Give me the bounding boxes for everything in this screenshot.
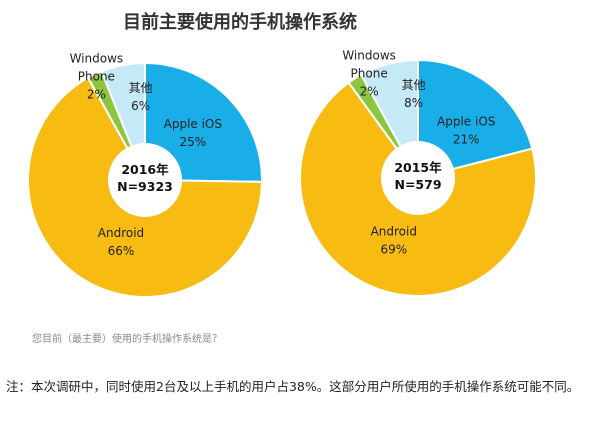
slice-name: Windows: [342, 49, 396, 63]
slice-label-other: 其他 8%: [402, 78, 426, 110]
slice-name: Phone: [351, 67, 388, 81]
pie-slice-ios: [144, 61, 263, 183]
pie-center-label: 2016年 N=9323: [117, 162, 173, 194]
slice-value: 66%: [108, 244, 135, 258]
slice-name: Windows: [70, 52, 124, 66]
slice-name: Apple iOS: [437, 115, 495, 129]
center-sample-size: N=9323: [117, 179, 173, 194]
survey-question: 您目前（最主要）使用的手机操作系统是？: [32, 334, 222, 345]
slice-label-ios: Apple iOS 21%: [437, 115, 495, 147]
slice-label-android: Android 66%: [98, 226, 144, 258]
slice-name: Android: [98, 226, 144, 240]
slice-value: 69%: [380, 243, 407, 257]
center-year: 2016年: [121, 162, 169, 177]
slice-value: 2%: [87, 88, 106, 102]
center-sample-size: N=579: [394, 177, 441, 192]
chart-title: 目前主要使用的手机操作系统: [123, 12, 357, 33]
slice-value: 6%: [131, 99, 150, 113]
center-year: 2015年: [394, 160, 442, 175]
slice-label-windows: Windows Phone 2%: [342, 49, 396, 99]
slice-label-windows: Windows Phone 2%: [70, 52, 124, 102]
slice-label-android: Android 69%: [371, 225, 417, 257]
slice-name: Android: [371, 225, 417, 239]
slice-name: Apple iOS: [164, 117, 222, 131]
slice-name: Phone: [78, 70, 115, 84]
pie-charts: Apple iOS 25% Android 66% Windows Phone 2% 其他 6%…: [27, 49, 537, 298]
pie-center-hole: [381, 141, 455, 215]
footnote: 注：本次调研中，同时使用2台及以上手机的用户占38%。这部分用户所使用的手机操作…: [6, 379, 580, 394]
pie-center-hole: [108, 143, 182, 217]
slice-label-ios: Apple iOS 25%: [164, 117, 222, 149]
slice-name: 其他: [129, 81, 153, 95]
slice-value: 21%: [453, 133, 480, 147]
slice-value: 2%: [360, 85, 379, 99]
slice-name: 其他: [402, 78, 426, 92]
pie-center-label: 2015年 N=579: [394, 160, 442, 192]
pie-chart-0: Apple iOS 25% Android 66% Windows Phone 2% 其他 6%…: [27, 52, 264, 298]
pie-slice-ios: [417, 58, 534, 180]
slice-value: 8%: [404, 96, 423, 110]
pie-chart-1: Apple iOS 21% Android 69% Windows Phone 2% 其他 8%…: [299, 49, 537, 297]
slice-value: 25%: [179, 135, 206, 149]
slice-label-other: 其他 6%: [129, 81, 153, 113]
